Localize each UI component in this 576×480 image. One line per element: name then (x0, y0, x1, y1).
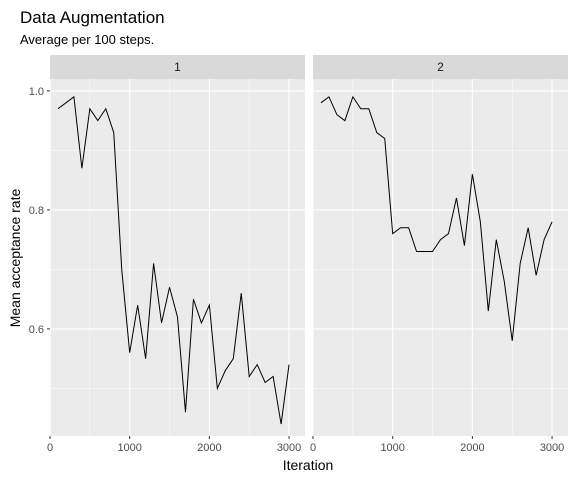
y-tick-label: 0.6 (29, 324, 44, 336)
chart-title: Data Augmentation (20, 8, 165, 27)
chart-subtitle: Average per 100 steps. (20, 32, 154, 47)
facet-strip (50, 55, 305, 79)
series-line-panel-2 (320, 95, 553, 341)
facet-strip-label: 1 (174, 60, 181, 74)
x-tick-label: 2000 (460, 442, 484, 454)
x-tick-label: 0 (310, 442, 316, 454)
facet-panel-2: 2 0 1000 2000 3000 (310, 55, 568, 454)
x-tick-label: 0 (47, 442, 53, 454)
x-tick-label: 2000 (197, 442, 221, 454)
facet-panel-1: 1 0 1000 2000 3000 0.6 0.8 1.0 (29, 55, 305, 454)
y-tick-label: 0.8 (29, 205, 44, 217)
x-tick-label: 3000 (540, 442, 564, 454)
x-tick-label: 1000 (380, 442, 404, 454)
panels-layer: 1 0 1000 2000 3000 0.6 0.8 1.0 2 0 1000 2000 3000 (29, 55, 568, 454)
facet-strip (313, 55, 568, 79)
facet-strip-label: 2 (437, 60, 444, 74)
x-tick-label: 3000 (277, 442, 301, 454)
series-line-panel-1 (57, 95, 290, 425)
x-tick-label: 1000 (117, 442, 141, 454)
x-axis-title: Iteration (283, 457, 334, 473)
panel-background (313, 79, 568, 436)
panel-background (50, 79, 305, 436)
y-axis-title: Mean acceptance rate (7, 189, 23, 328)
y-tick-label: 1.0 (29, 86, 44, 98)
